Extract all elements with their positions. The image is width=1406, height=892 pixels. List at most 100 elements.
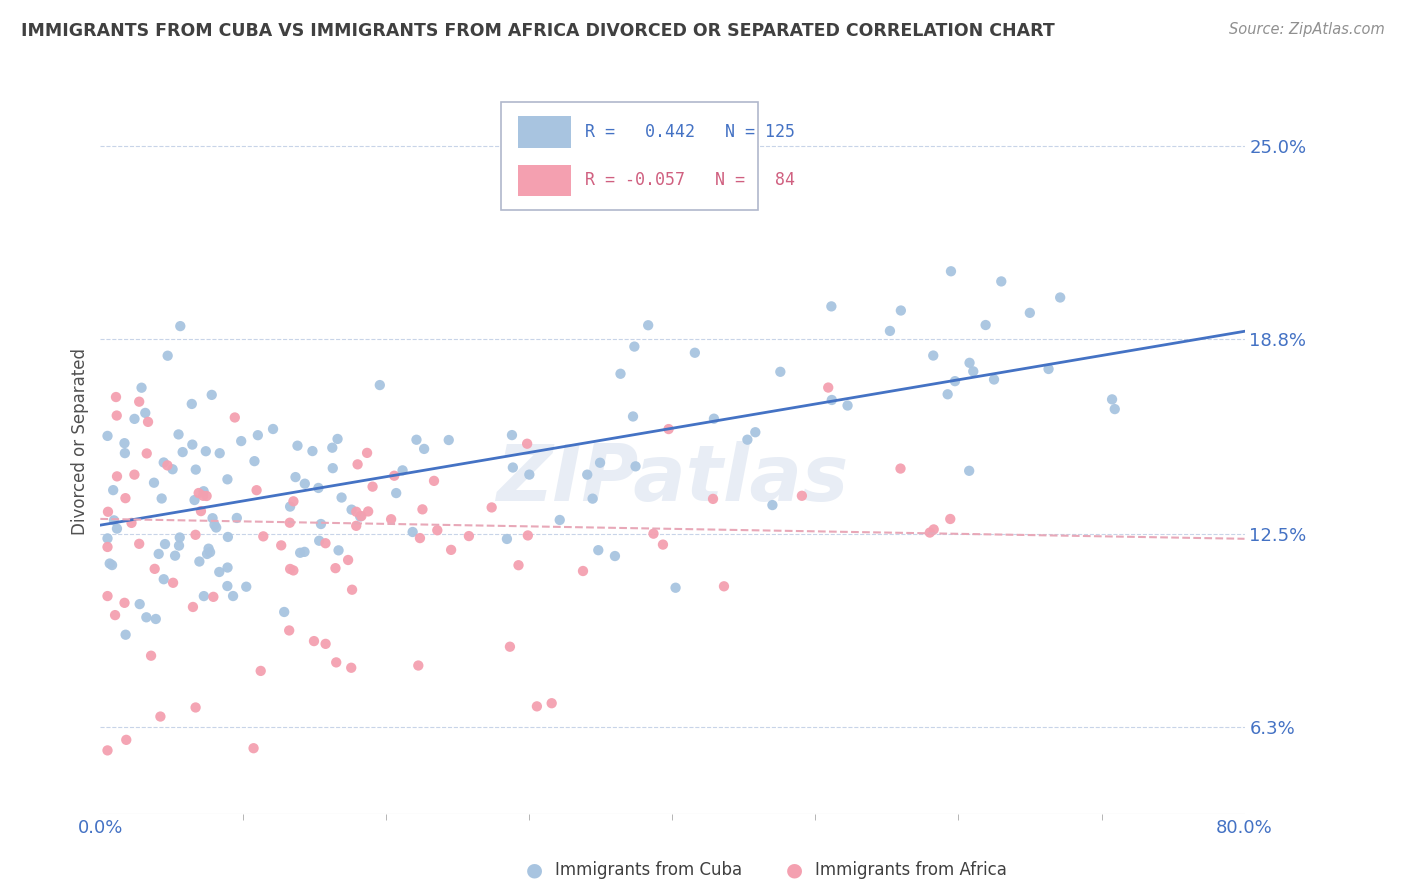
Point	[165, 549, 187, 563]
Point	[962, 364, 984, 378]
Point	[184, 462, 207, 476]
Point	[340, 502, 363, 516]
Point	[405, 433, 427, 447]
Point	[283, 494, 305, 508]
Point	[162, 462, 184, 476]
Point	[540, 696, 562, 710]
Point	[162, 575, 184, 590]
Point	[288, 546, 311, 560]
Point	[194, 444, 217, 458]
Point	[205, 520, 228, 534]
Point	[821, 392, 844, 407]
Point	[890, 303, 912, 318]
Point	[217, 472, 239, 486]
Point	[150, 491, 173, 506]
Point	[242, 741, 264, 756]
Point	[382, 468, 405, 483]
Point	[1049, 291, 1071, 305]
Point	[314, 536, 336, 550]
Point	[191, 489, 214, 503]
Point	[321, 441, 343, 455]
Point	[124, 467, 146, 482]
Point	[974, 318, 997, 332]
Point	[153, 537, 176, 551]
Point	[817, 380, 839, 394]
Point	[152, 572, 174, 586]
Text: IMMIGRANTS FROM CUBA VS IMMIGRANTS FROM AFRICA DIVORCED OR SEPARATED CORRELATION: IMMIGRANTS FROM CUBA VS IMMIGRANTS FROM …	[21, 22, 1054, 40]
Point	[344, 505, 367, 519]
Point	[273, 605, 295, 619]
Point	[114, 628, 136, 642]
Point	[96, 743, 118, 757]
Point	[145, 612, 167, 626]
Text: Source: ZipAtlas.com: Source: ZipAtlas.com	[1229, 22, 1385, 37]
Point	[104, 390, 127, 404]
FancyBboxPatch shape	[517, 165, 571, 196]
Point	[621, 409, 644, 424]
Text: ●: ●	[786, 860, 803, 880]
Point	[664, 581, 686, 595]
Point	[918, 525, 941, 540]
Point	[499, 640, 522, 654]
Point	[508, 558, 530, 573]
Point	[149, 709, 172, 723]
Point	[193, 589, 215, 603]
Point	[623, 340, 645, 354]
Point	[517, 467, 540, 482]
Point	[548, 513, 571, 527]
Point	[224, 410, 246, 425]
Point	[943, 374, 966, 388]
Point	[115, 732, 138, 747]
Point	[350, 509, 373, 524]
Point	[187, 486, 209, 500]
Point	[301, 444, 323, 458]
Point	[139, 648, 162, 663]
Point	[197, 541, 219, 556]
Point	[172, 445, 194, 459]
Point	[322, 461, 344, 475]
Point	[744, 425, 766, 440]
Point	[957, 464, 980, 478]
Point	[222, 589, 245, 603]
Text: ●: ●	[526, 860, 543, 880]
Y-axis label: Divorced or Separated: Divorced or Separated	[72, 348, 89, 535]
Point	[423, 474, 446, 488]
Point	[302, 634, 325, 648]
Point	[703, 411, 725, 425]
Point	[202, 590, 225, 604]
Point	[131, 381, 153, 395]
Point	[283, 564, 305, 578]
Point	[308, 533, 330, 548]
Point	[609, 367, 631, 381]
Text: Immigrants from Cuba: Immigrants from Cuba	[555, 861, 742, 879]
Point	[983, 372, 1005, 386]
Point	[325, 561, 347, 575]
Point	[309, 516, 332, 531]
Point	[1018, 306, 1040, 320]
Point	[208, 446, 231, 460]
Point	[152, 455, 174, 469]
Point	[713, 579, 735, 593]
Point	[457, 529, 479, 543]
Point	[481, 500, 503, 515]
Point	[195, 547, 218, 561]
Point	[169, 319, 191, 334]
Point	[217, 530, 239, 544]
Point	[411, 502, 433, 516]
Point	[114, 446, 136, 460]
Point	[156, 458, 179, 473]
Point	[344, 518, 367, 533]
Point	[96, 540, 118, 554]
Point	[245, 483, 267, 498]
Point	[413, 442, 436, 456]
Point	[114, 436, 136, 450]
Point	[330, 491, 353, 505]
Point	[637, 318, 659, 333]
Point	[426, 523, 449, 537]
Point	[939, 264, 962, 278]
Point	[181, 599, 204, 614]
Point	[603, 549, 626, 563]
Point	[496, 532, 519, 546]
Point	[624, 459, 647, 474]
Point	[939, 512, 962, 526]
